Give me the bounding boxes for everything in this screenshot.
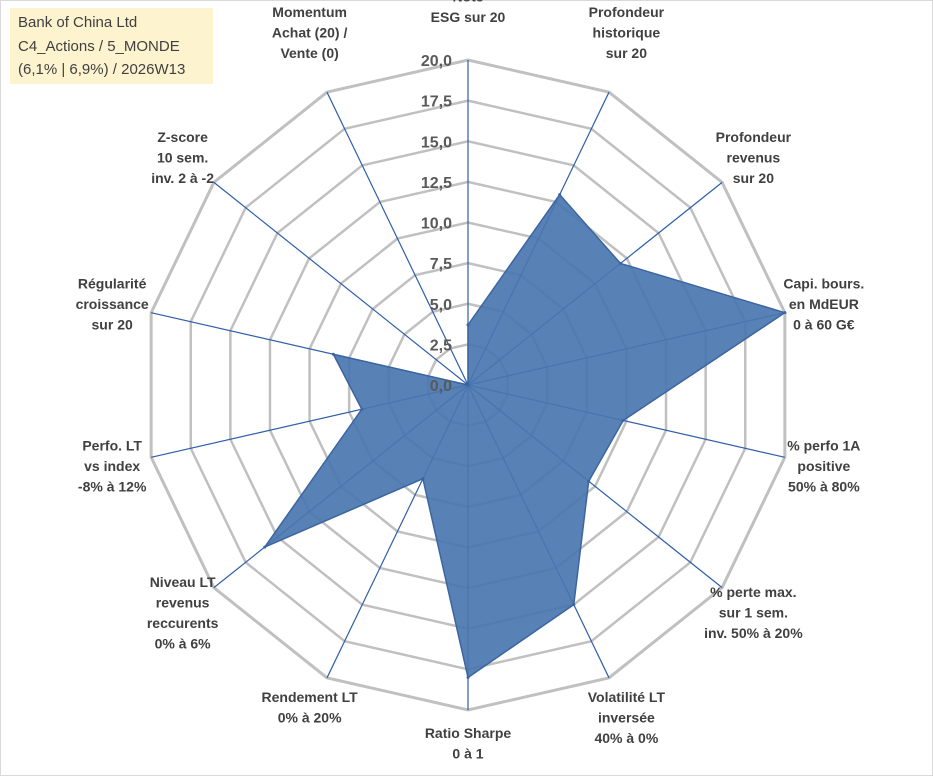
data-point-8: [466, 676, 470, 679]
axis-label-4-line-3: 0 à 60 G€: [793, 316, 855, 332]
axis-label-13-line-3: inv. 2 à -2: [151, 170, 214, 186]
tick-label-0: 0,0: [430, 378, 452, 395]
axis-label-2-line-1: Profondeur: [589, 4, 665, 20]
axis-label-10-line-1: Niveau LT: [150, 574, 216, 590]
axis-label-12-line-1: Régularité: [78, 275, 147, 291]
axis-label-5: % perfo 1A positive 50% à 80%: [787, 438, 860, 495]
axis-label-11: Perfo. LT vs index -8% à 12%: [78, 438, 147, 495]
axis-label-8: Ratio Sharpe 0 à 1: [425, 725, 512, 762]
data-point-5: [621, 418, 625, 422]
axis-label-14-line-3: Vente (0): [280, 45, 338, 61]
info-company-name: Bank of China Ltd: [18, 14, 138, 31]
info-box: Bank of China Ltd C4_Actions / 5_MONDE (…: [10, 8, 213, 84]
axis-label-1-line-1: Note: [452, 0, 483, 5]
axis-label-10: Niveau LT revenus reccurents 0% à 6%: [147, 574, 219, 652]
data-point-7: [572, 603, 576, 607]
axis-label-1-line-2: ESG sur 20: [431, 9, 506, 25]
axis-spoke-14: [326, 91, 469, 386]
data-point-14: [466, 383, 470, 387]
axis-label-4-line-2: en MdEUR: [789, 296, 859, 312]
axis-label-3-line-2: revenus: [727, 149, 781, 165]
tick-label-7: 17,5: [421, 94, 452, 111]
axis-label-14: Momentum Achat (20) / Vente (0): [272, 4, 348, 61]
axis-label-13: Z-score 10 sem. inv. 2 à -2: [151, 129, 214, 186]
axis-label-3: Profondeur revenus sur 20: [716, 129, 792, 186]
axis-label-3-line-3: sur 20: [733, 170, 774, 186]
axis-spoke-13: [213, 181, 469, 386]
axis-label-5-line-2: positive: [797, 458, 850, 474]
data-point-4: [783, 311, 787, 315]
axis-label-7: Volatilité LT inversée 40% à 0%: [588, 689, 666, 746]
tick-label-3: 7,5: [430, 256, 452, 273]
axis-label-2-line-3: sur 20: [606, 45, 647, 61]
data-point-10: [263, 545, 267, 549]
axis-label-8-line-1: Ratio Sharpe: [425, 725, 512, 741]
data-point-11: [360, 407, 364, 411]
info-metrics: (6,1% | 6,9%) / 2026W13: [18, 61, 186, 78]
axis-label-7-line-3: 40% à 0%: [594, 730, 658, 746]
axis-label-12-line-3: sur 20: [92, 316, 133, 332]
axis-label-6-line-2: sur 1 sem.: [719, 605, 788, 621]
axis-label-11-line-2: vs index: [84, 458, 140, 474]
axis-label-13-line-2: 10 sem.: [157, 149, 208, 165]
axis-label-2-line-2: historique: [593, 25, 661, 41]
axis-label-12: Régularité croissance sur 20: [76, 275, 149, 332]
axis-label-9-line-1: Rendement LT: [262, 689, 359, 705]
tick-label-1: 2,5: [430, 337, 452, 354]
axis-label-4-line-1: Capi. bours.: [783, 275, 864, 291]
axis-label-7-line-1: Volatilité LT: [588, 689, 666, 705]
data-point-6: [587, 479, 591, 483]
axis-label-8-line-2: 0 à 1: [452, 746, 483, 762]
axis-label-9: Rendement LT 0% à 20%: [262, 689, 359, 726]
data-point-12: [331, 352, 335, 356]
axis-label-10-line-2: revenus: [156, 594, 210, 610]
axis-label-12-line-2: croissance: [76, 296, 149, 312]
label-layer: Note ESG sur 20 Profondeur historique sur 20…: [76, 0, 865, 762]
tick-layer: 0,0 2,5 5,0 7,5 10,0 12,5 15,0 17,5 20,0: [421, 53, 452, 395]
axis-label-14-line-1: Momentum: [272, 4, 347, 20]
tick-label-8: 20,0: [421, 53, 452, 70]
series-layer: [263, 193, 787, 679]
data-point-3: [618, 261, 622, 265]
tick-label-5: 12,5: [421, 175, 452, 192]
axis-label-7-line-2: inversée: [598, 709, 655, 725]
axis-label-10-line-3: reccurents: [147, 615, 219, 631]
tick-label-2: 5,0: [430, 297, 452, 314]
axis-label-6-line-3: inv. 50% à 20%: [704, 625, 803, 641]
data-point-2: [558, 193, 562, 197]
axis-label-2: Profondeur historique sur 20: [589, 4, 665, 61]
axis-label-5-line-3: 50% à 80%: [788, 479, 860, 495]
axis-label-1: Note ESG sur 20: [431, 0, 506, 25]
info-category: C4_Actions / 5_MONDE: [18, 37, 180, 55]
axis-label-11-line-1: Perfo. LT: [82, 438, 142, 454]
axis-label-14-line-2: Achat (20) /: [272, 25, 348, 41]
data-point-1: [466, 323, 470, 327]
axis-label-3-line-1: Profondeur: [716, 129, 792, 145]
axis-label-10-line-4: 0% à 6%: [155, 635, 212, 651]
axis-label-9-line-2: 0% à 20%: [278, 709, 342, 725]
data-series-area: [263, 193, 786, 679]
tick-label-4: 10,0: [421, 216, 452, 233]
axis-label-6-line-1: % perte max.: [710, 584, 796, 600]
axis-label-13-line-1: Z-score: [157, 129, 208, 145]
axis-label-4: Capi. bours. en MdEUR 0 à 60 G€: [783, 275, 864, 332]
axis-label-11-line-3: -8% à 12%: [78, 479, 147, 495]
axis-label-5-line-1: % perfo 1A: [787, 438, 860, 454]
data-point-9: [421, 477, 425, 481]
axis-label-6: % perte max. sur 1 sem. inv. 50% à 20%: [704, 584, 803, 641]
tick-label-6: 15,0: [421, 134, 452, 151]
